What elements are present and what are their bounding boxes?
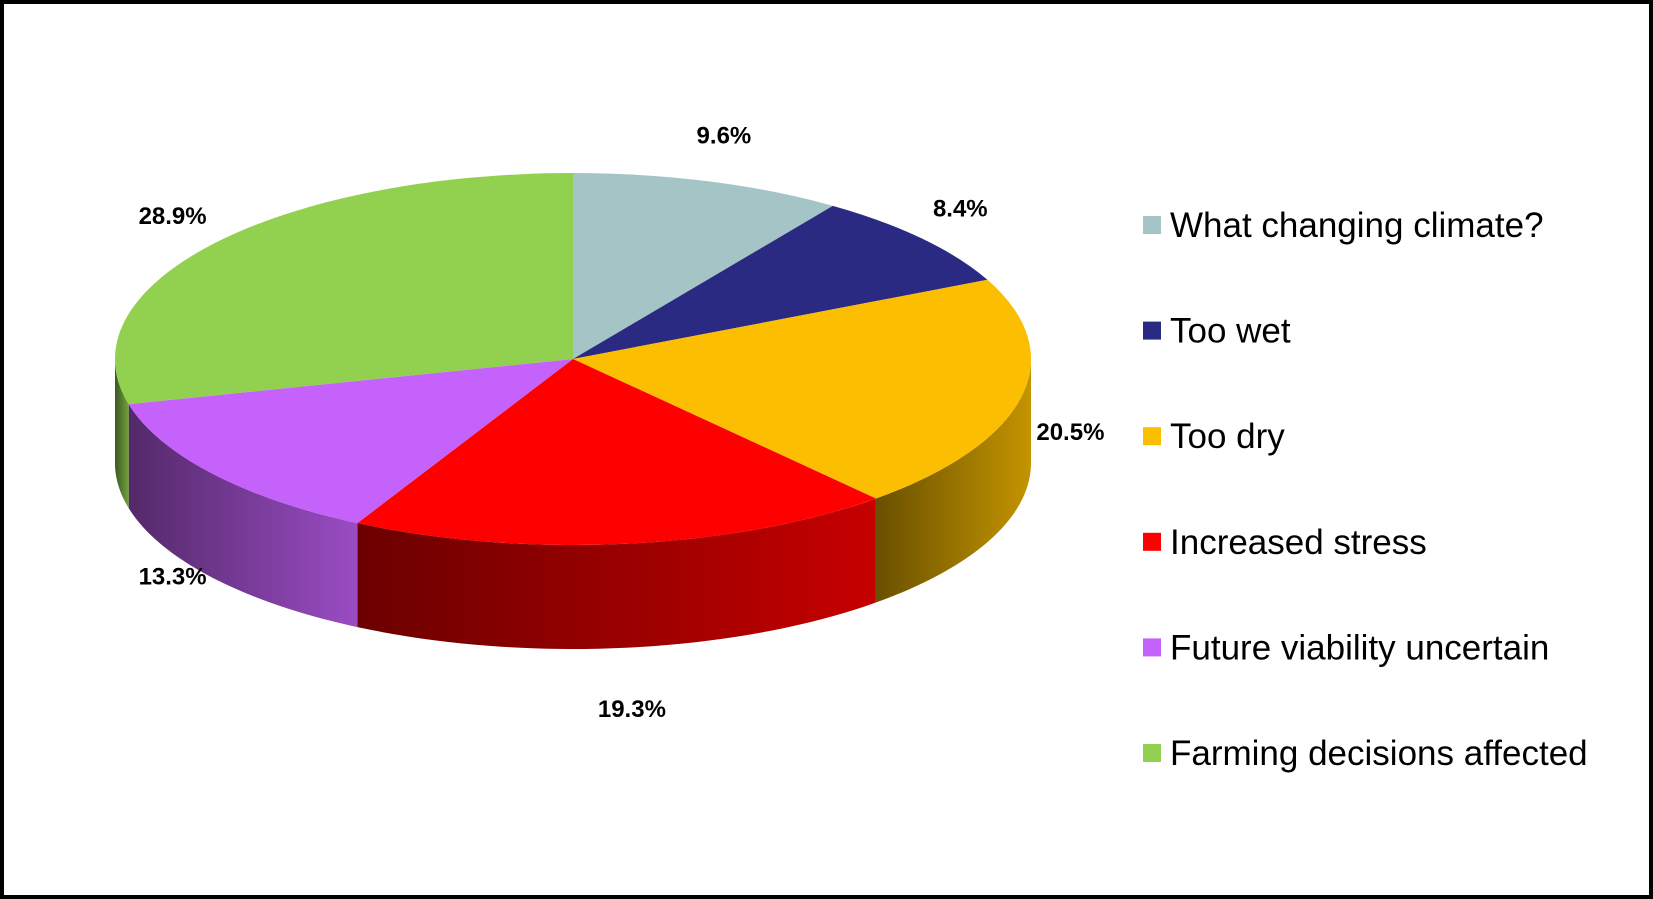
legend-swatch (1143, 638, 1161, 657)
pie-top (115, 173, 1031, 546)
value-label-what-changing-climate: 9.6% (697, 123, 752, 150)
pie-side-farming-decisions-affected (115, 359, 129, 509)
value-label-farming-decisions-affected: 28.9% (139, 203, 207, 230)
legend-label: Future viability uncertain (1170, 628, 1549, 667)
pie-slice-too-wet (573, 205, 988, 359)
legend-entry-future-viability-uncertain: Future viability uncertain (1143, 628, 1549, 667)
pie-slice-what-changing-climate (573, 173, 833, 359)
pie-slice-future-viability-uncertain (128, 359, 573, 524)
legend-swatch (1143, 427, 1161, 446)
legend-entry-what-changing-climate: What changing climate? (1143, 206, 1544, 245)
value-label-too-wet: 8.4% (933, 195, 988, 222)
pie-sides (115, 359, 1031, 649)
value-label-too-dry: 20.5% (1036, 419, 1104, 446)
pie-side-increased-stress (357, 498, 876, 649)
pie-value-labels: 9.6% 8.4% 20.5% 19.3% 13.3% 28.9% (139, 123, 1105, 723)
value-label-future-viability-uncertain: 13.3% (139, 564, 207, 591)
legend-entry-increased-stress: Increased stress (1143, 523, 1427, 562)
legend-label: Farming decisions affected (1170, 734, 1588, 773)
legend-label: Increased stress (1170, 523, 1427, 562)
legend-entry-too-wet: Too wet (1143, 312, 1291, 351)
legend-label: What changing climate? (1170, 206, 1544, 245)
pie-side-future-viability-uncertain (128, 404, 358, 628)
legend-swatch (1143, 744, 1161, 762)
pie-slice-too-dry (573, 279, 1031, 499)
pie-slice-farming-decisions-affected (115, 173, 573, 405)
legend: What changing climate? Too wet Too dry Incr… (1143, 206, 1588, 773)
value-label-increased-stress: 19.3% (598, 696, 666, 723)
pie-side-too-dry (875, 359, 1031, 603)
legend-swatch (1143, 216, 1161, 234)
pie-slice-increased-stress (357, 359, 876, 546)
legend-swatch (1143, 532, 1161, 551)
legend-entry-farming-decisions-affected: Farming decisions affected (1143, 734, 1588, 773)
legend-entry-too-dry: Too dry (1143, 417, 1285, 456)
legend-label: Too dry (1170, 417, 1285, 456)
legend-label: Too wet (1170, 312, 1291, 351)
legend-swatch (1143, 321, 1161, 340)
